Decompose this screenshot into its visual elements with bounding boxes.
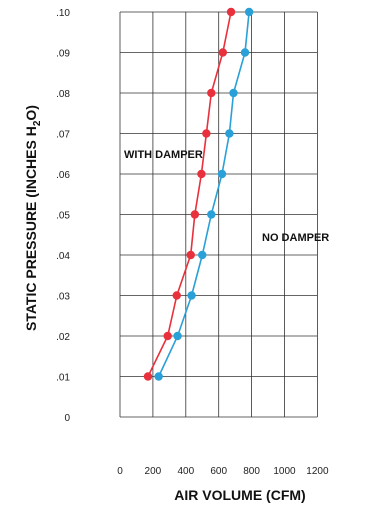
- x-tick-label: 0: [117, 466, 123, 477]
- data-point: [207, 210, 216, 219]
- data-point: [173, 331, 182, 341]
- data-point: [186, 250, 195, 260]
- x-tick-label: 1200: [306, 466, 329, 477]
- data-point: [226, 7, 236, 17]
- y-tick-label: .06: [56, 170, 70, 181]
- y-tick-label: .03: [56, 292, 70, 303]
- y-tick-label: .05: [56, 211, 70, 222]
- series-line: [147, 11, 232, 377]
- x-tick-labels: 0 200 400 600 800 1000 1200: [117, 466, 329, 477]
- data-point: [240, 48, 250, 57]
- y-tick-label: .07: [56, 130, 70, 141]
- x-tick-label: 1000: [273, 466, 296, 477]
- series-line: [157, 11, 250, 377]
- y-tick-label: .08: [56, 89, 70, 100]
- series-with-damper: [143, 7, 236, 381]
- data-point: [198, 250, 207, 260]
- y-tick-label: .09: [56, 49, 70, 60]
- series: [143, 7, 254, 381]
- y-tick-label: 0: [64, 413, 70, 424]
- data-point: [187, 291, 196, 300]
- data-point: [225, 129, 234, 138]
- y-axis-title: STATIC PRESSURE (INCHES H2O): [23, 105, 43, 331]
- x-tick-label: 200: [145, 466, 162, 477]
- data-point: [143, 372, 153, 381]
- y-tick-label: .01: [56, 373, 70, 384]
- data-point: [202, 129, 211, 138]
- y-axis-title-end: O): [23, 105, 39, 121]
- data-point: [190, 210, 200, 219]
- data-point: [218, 48, 228, 57]
- y-axis-title-main: STATIC PRESSURE (INCHES H: [23, 126, 39, 331]
- data-point: [244, 7, 254, 17]
- x-tick-label: 800: [243, 466, 260, 477]
- y-tick-label: .04: [56, 251, 70, 262]
- no-damper-label: NO DAMPER: [262, 232, 329, 244]
- data-point: [207, 88, 216, 98]
- data-point: [163, 331, 172, 341]
- grid: [119, 11, 318, 418]
- x-axis-title: AIR VOLUME (CFM): [174, 487, 305, 503]
- y-tick-labels: 0 .01 .02 .03 .04 .05 .06 .07 .08 .09 .10: [56, 8, 70, 424]
- data-point: [217, 169, 227, 179]
- series-no-damper: [154, 7, 254, 381]
- data-point: [172, 291, 181, 300]
- with-damper-label: WITH DAMPER: [124, 149, 203, 161]
- data-point: [229, 88, 238, 98]
- y-tick-label: .10: [56, 8, 70, 19]
- y-axis-title-subscript: 2: [32, 120, 43, 126]
- y-tick-label: .02: [56, 332, 70, 343]
- data-point: [154, 372, 163, 381]
- data-point: [197, 169, 206, 179]
- x-tick-label: 400: [177, 466, 194, 477]
- x-tick-label: 600: [210, 466, 227, 477]
